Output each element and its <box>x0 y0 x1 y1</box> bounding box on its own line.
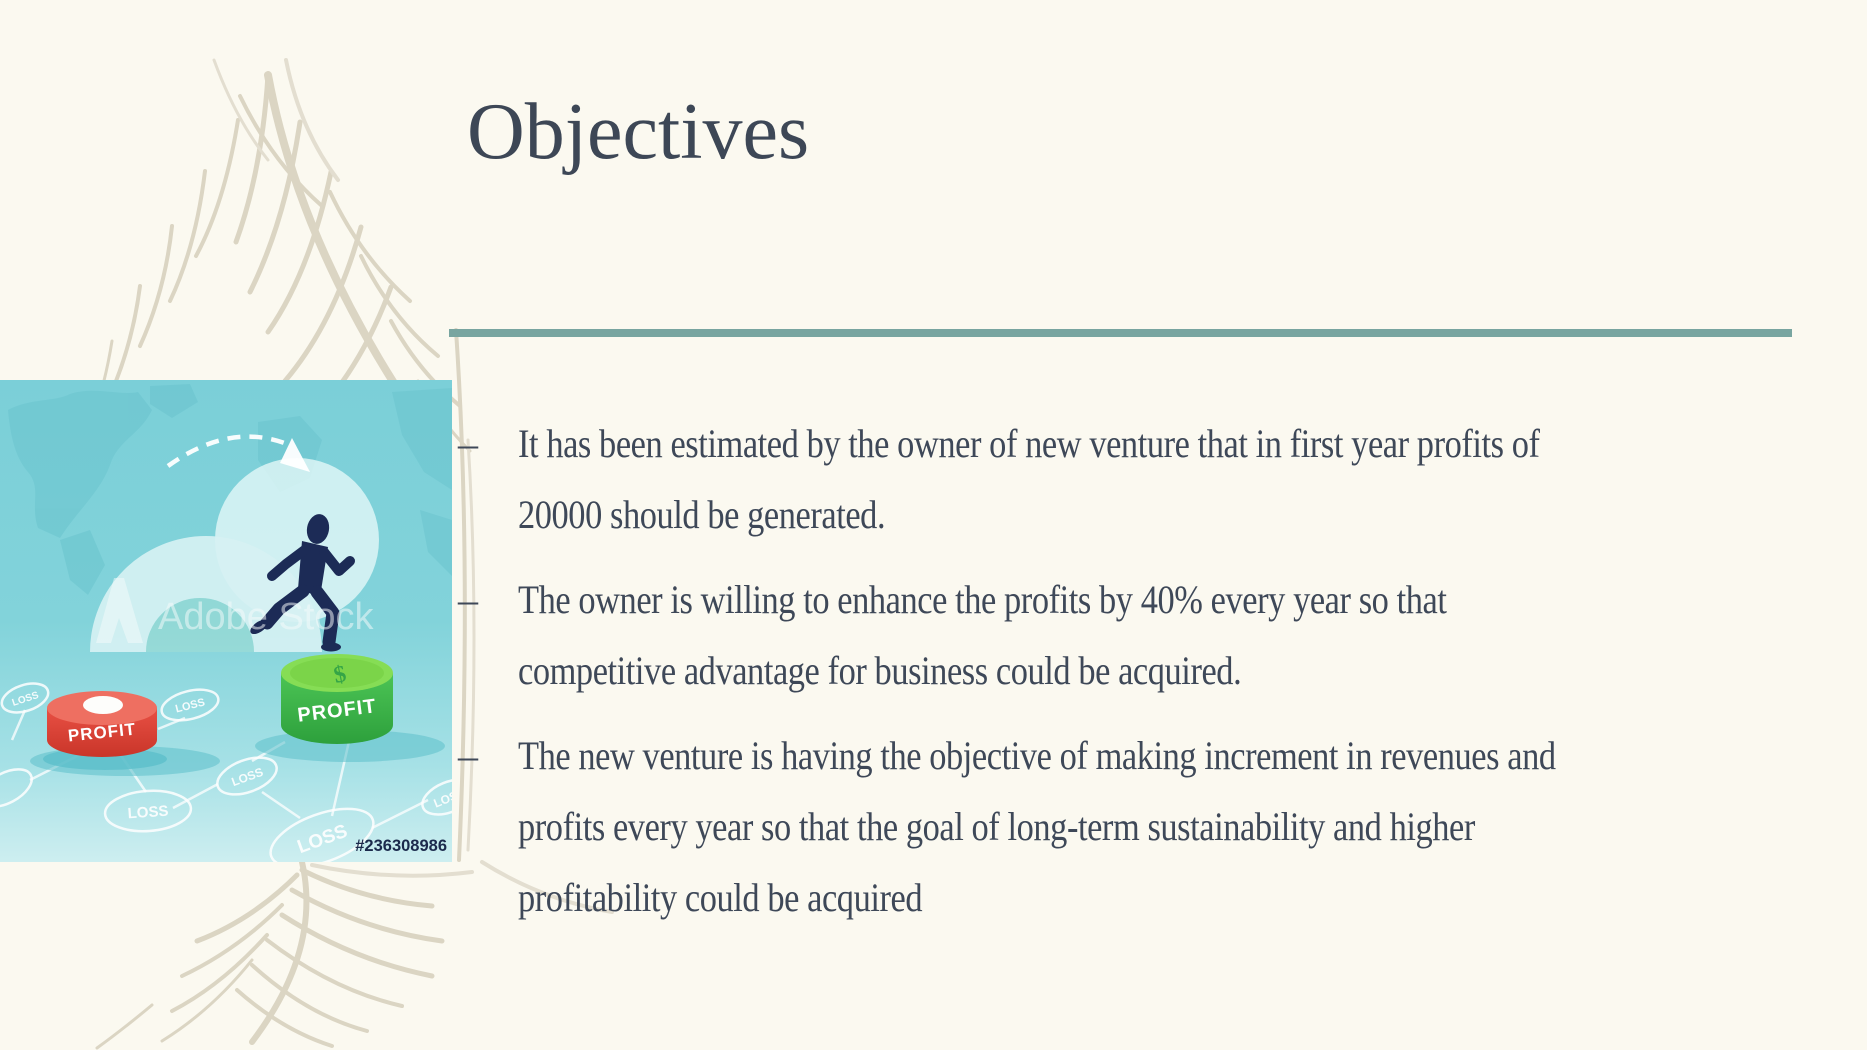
bullet-2-line-2: competitive advantage for business could… <box>518 648 1242 693</box>
bullet-list: – It has been estimated by the owner of … <box>458 408 1818 947</box>
dashed-jump-arrow <box>166 434 310 472</box>
svg-text:LOSS: LOSS <box>127 803 169 823</box>
loss-network-nodes <box>0 682 452 862</box>
stock-id-number: #236308986 <box>355 837 447 855</box>
adobe-logo-icon <box>96 578 143 643</box>
stock-image: LOSS LOSS LOSS LOSS LOSS LOSS PROFIT <box>0 380 452 862</box>
bullet-item-1: – It has been estimated by the owner of … <box>458 408 1818 550</box>
feather-mid-right <box>454 328 476 862</box>
bullet-item-2: – The owner is willing to enhance the pr… <box>458 564 1818 706</box>
feather-bottom <box>95 859 614 1050</box>
slide-title: Objectives <box>467 88 810 176</box>
green-profit-cylinder: $ PROFIT <box>281 654 393 744</box>
bullet-1-line-2: 20000 should be generated. <box>518 492 886 537</box>
title-divider <box>449 329 1792 337</box>
red-profit-cylinder: PROFIT <box>47 691 157 757</box>
adobe-stock-watermark: Adobe Stock <box>96 578 374 643</box>
bullet-dash-marker: – <box>458 421 478 466</box>
bullet-item-3: – The new venture is having the objectiv… <box>458 720 1818 933</box>
bullet-3-line-2: profits every year so that the goal of l… <box>518 804 1475 849</box>
svg-text:Adobe Stock: Adobe Stock <box>158 596 374 638</box>
arch-green-tint <box>146 598 254 652</box>
bullet-3-line-3: profitability could be acquired <box>518 875 923 920</box>
bullet-dash-marker: – <box>458 577 478 622</box>
world-map-shapes <box>8 384 452 595</box>
bullet-3-line-1: The new venture is having the objective … <box>518 733 1556 778</box>
dollar-squiggle: $ <box>331 661 348 689</box>
businessman-figure <box>250 514 355 652</box>
bullet-dash-marker: – <box>458 733 478 778</box>
bullet-1-line-1: It has been estimated by the owner of ne… <box>518 421 1540 466</box>
bullet-2-line-1: The owner is willing to enhance the prof… <box>518 577 1447 622</box>
